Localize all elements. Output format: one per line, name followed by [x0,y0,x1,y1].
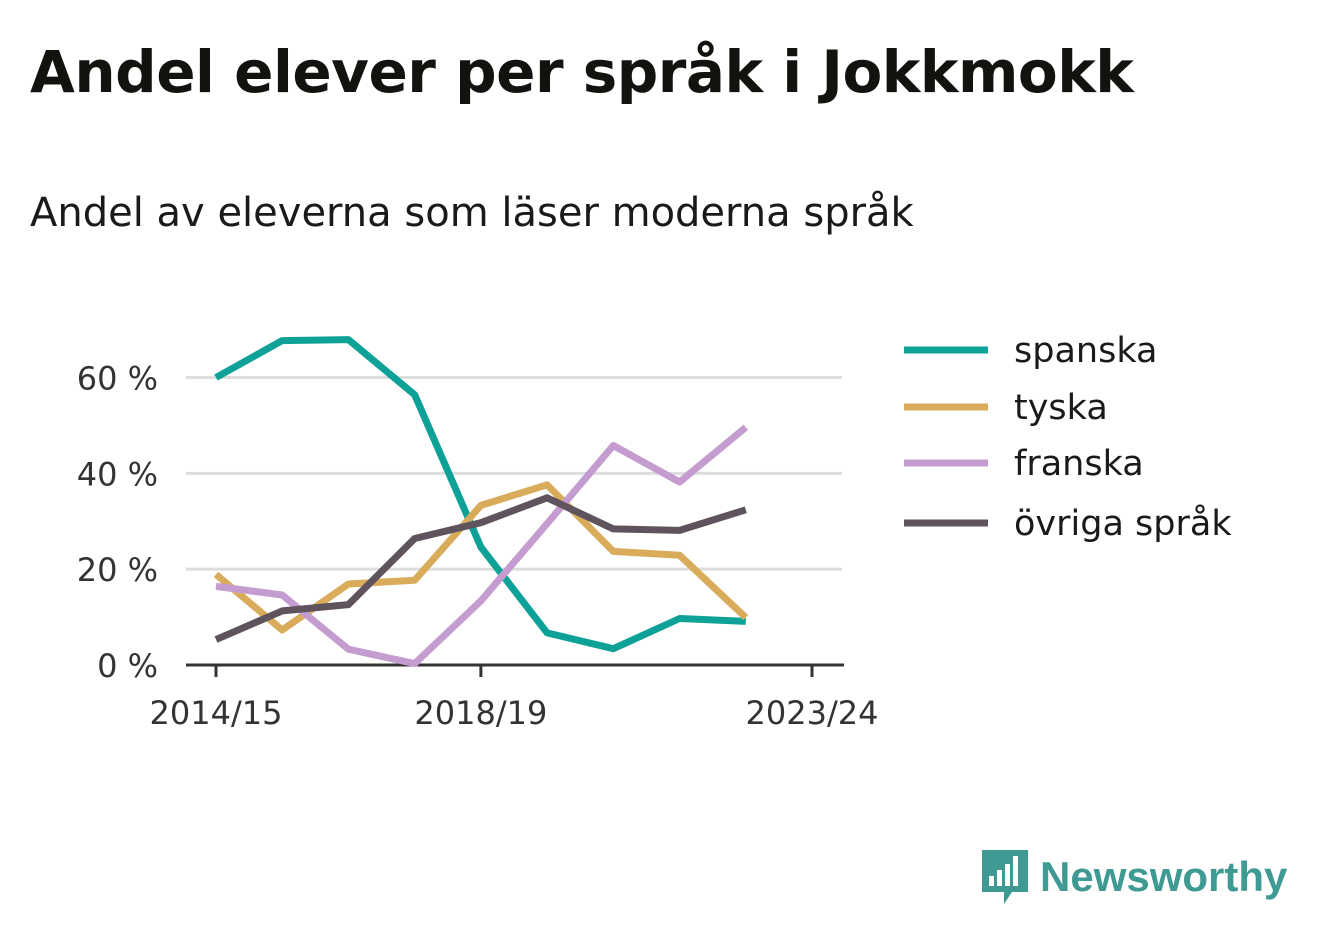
legend-label: spanska [1014,331,1157,371]
x-tick-label: 2023/24 [746,694,879,732]
legend-label: franska [1014,444,1144,484]
series-lines [213,336,749,668]
x-tick-label: 2014/15 [150,694,283,732]
newsworthy-icon [982,850,1028,904]
y-tick-label: 0 % [97,647,158,685]
legend-label: tyska [1014,388,1108,428]
series-line-0 [214,336,746,653]
series-line-2 [215,424,749,668]
chart-title: Andel elever per språk i Jokkmokk [30,38,1134,106]
x-tick-label: 2018/19 [414,694,547,732]
chart-subtitle: Andel av eleverna som läser moderna språ… [30,190,914,236]
gridlines [186,376,842,571]
series-line-3 [214,494,747,643]
y-tick-label: 40 % [77,455,158,493]
legend-label: övriga språk [1014,503,1232,544]
axes: 0 % 20 % 40 % 60 % 2014/15 2018/19 2023/24 [77,360,879,733]
newsworthy-logo[interactable]: Newsworthy [980,846,1287,908]
legend: spanska tyska franska övriga språk [904,331,1232,544]
y-tick-label: 20 % [77,551,158,589]
brand-name: Newsworthy [1040,853,1288,900]
y-tick-label: 60 % [77,360,158,398]
